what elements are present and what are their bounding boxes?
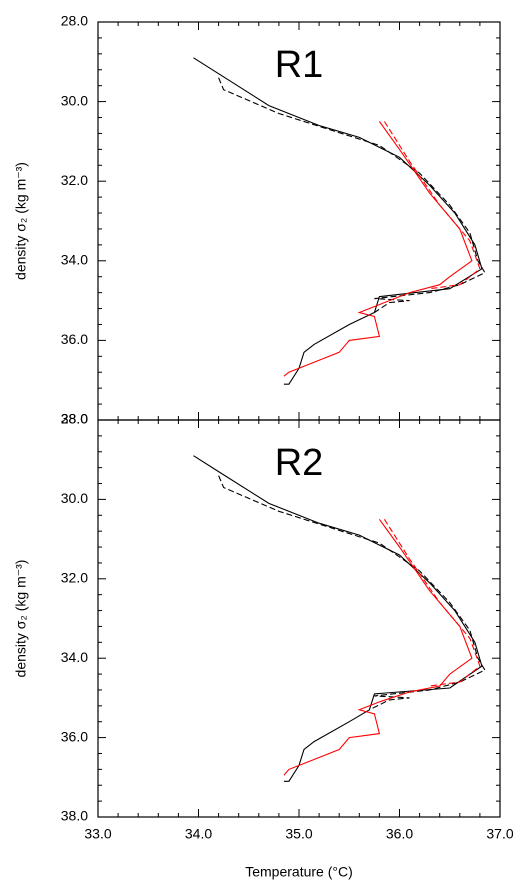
data-line [383, 121, 481, 290]
data-line [218, 77, 486, 313]
data-line [283, 121, 473, 377]
y-tick-label: 36.0 [61, 331, 88, 347]
x-tick-label: 33.0 [84, 826, 111, 842]
data-line [193, 455, 483, 782]
y-tick-label: 30.0 [61, 490, 88, 506]
x-tick-label: 36.0 [386, 826, 413, 842]
y-tick-label: 32.0 [61, 570, 88, 586]
y-tick-label: 34.0 [61, 252, 88, 268]
x-tick-label: 34.0 [185, 826, 212, 842]
data-line [193, 57, 483, 385]
y-axis-label: density σ₂ (kg m⁻³) [13, 162, 29, 280]
y-tick-label: 34.0 [61, 649, 88, 665]
y-tick-label: 30.0 [61, 92, 88, 108]
y-tick-label: 38.0 [61, 808, 88, 824]
panel-annotation: R2 [275, 442, 324, 484]
y-tick-label: 28.0 [61, 411, 88, 427]
x-tick-label: 37.0 [486, 826, 513, 842]
y-tick-label: 32.0 [61, 172, 88, 188]
x-axis-label: Temperature (°C) [245, 864, 353, 880]
data-line [283, 518, 473, 776]
y-tick-label: 38.0 [61, 411, 88, 427]
y-tick-label: 36.0 [61, 728, 88, 744]
x-tick-label: 35.0 [285, 826, 312, 842]
data-line [218, 475, 486, 711]
data-line [383, 519, 481, 687]
panel-annotation: R1 [275, 44, 324, 86]
y-axis-label: density σ₂ (kg m⁻³) [13, 560, 29, 678]
y-tick-label: 28.0 [61, 13, 88, 29]
